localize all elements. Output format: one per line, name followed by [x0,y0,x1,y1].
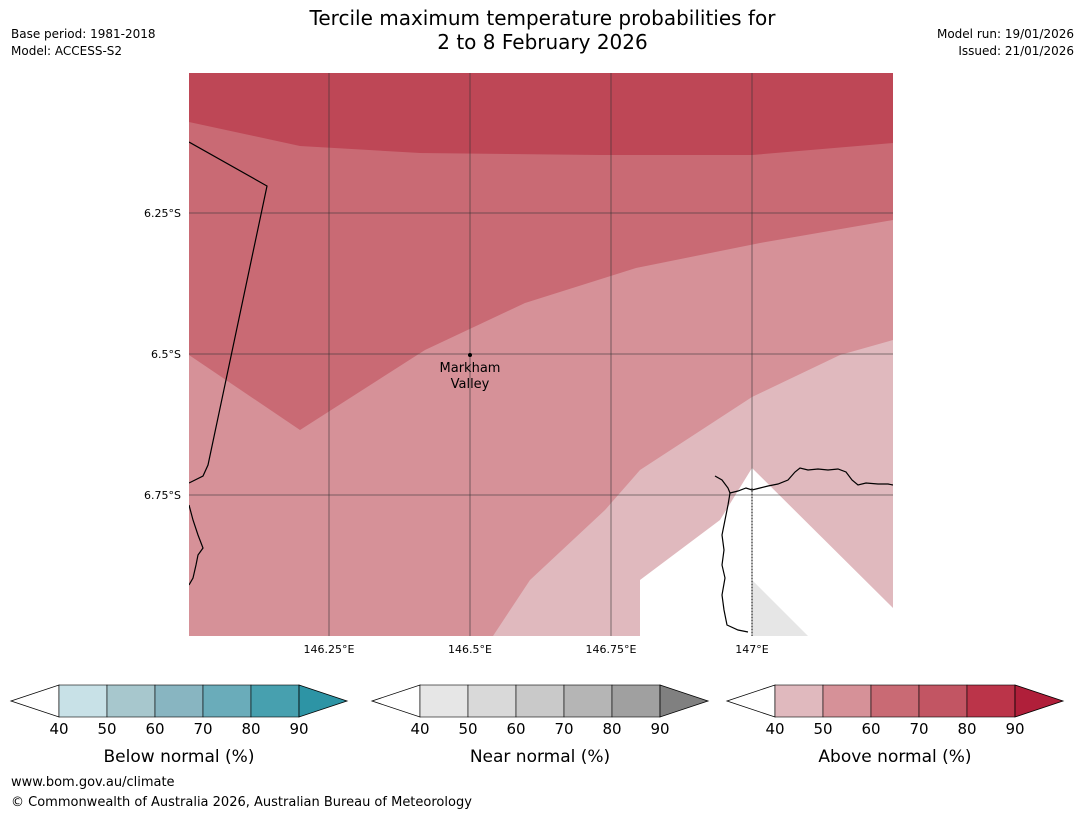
borders [189,141,893,636]
lat-label-6-5: 6.5°S [151,348,181,361]
issued-date: Issued: 21/01/2026 [958,44,1074,58]
base-period-info: Base period: 1981-2018 Model: ACCESS-S2 [11,26,156,60]
above-normal-legend: 40 50 60 70 80 90 Above normal (%) [725,684,1065,767]
lat-label-6-25: 6.25°S [144,207,181,220]
above-normal-swatch [870,684,920,718]
near-normal-tick-label: 60 [506,720,525,738]
below-normal-swatch [154,684,204,718]
map-area[interactable]: Markham Valley [189,73,893,636]
near-normal-tick-label: 80 [602,720,621,738]
near-normal-legend: 40 50 60 70 80 90 Near normal (%) [370,684,710,767]
coastline-east [714,467,893,494]
longitude-labels: 146.25°E 146.5°E 146.75°E 147°E [304,643,769,656]
map-title: Tercile maximum temperature probabilitie… [0,6,1085,54]
above-normal-tick-label: 90 [1005,720,1024,738]
below-normal-tick-label: 40 [49,720,68,738]
above-normal-tick-label: 50 [813,720,832,738]
lon-label-147: 147°E [735,643,768,656]
below-normal-tick-label: 50 [97,720,116,738]
zone-near-40-50 [752,580,808,636]
above-normal-swatch [774,684,824,718]
model-run-info: Model run: 19/01/2026 Issued: 21/01/2026 [937,26,1074,60]
above-normal-tick-label: 60 [861,720,880,738]
below-normal-legend: 40 50 60 70 80 90 Below normal (%) [9,684,349,767]
below-normal-swatch [106,684,156,718]
place-label-line-2: Valley [451,377,490,392]
footer-copyright: © Commonwealth of Australia 2026, Austra… [11,795,472,810]
title-line-1: Tercile maximum temperature probabilitie… [309,6,776,30]
near-normal-tick-label: 70 [554,720,573,738]
lon-label-146-25: 146.25°E [304,643,355,656]
footer-url[interactable]: www.bom.gov.au/climate [11,775,175,790]
near-normal-tick-label: 50 [458,720,477,738]
below-normal-upper-extend [298,684,349,718]
near-normal-swatch [467,684,517,718]
near-normal-swatch [611,684,661,718]
near-normal-legend-label: Near normal (%) [470,747,610,767]
zone-above-60-70 [189,73,893,430]
title-line-2: 2 to 8 February 2026 [437,30,648,54]
above-normal-tick-label: 80 [957,720,976,738]
above-normal-swatch [918,684,968,718]
below-normal-tick-label: 90 [289,720,308,738]
model-name: Model: ACCESS-S2 [11,44,123,58]
above-normal-tick-label: 40 [765,720,784,738]
below-normal-swatch [202,684,252,718]
lon-label-146-75: 146.75°E [586,643,637,656]
base-period: Base period: 1981-2018 [11,27,156,41]
near-normal-upper-extend [659,684,710,718]
coastline-east-inlet [721,492,749,633]
near-normal-tick-label: 90 [650,720,669,738]
near-normal-tick-label: 40 [410,720,429,738]
near-normal-swatch [563,684,613,718]
model-run-date: Model run: 19/01/2026 [936,27,1074,41]
above-normal-lower-extend [725,684,776,718]
legends: 40 50 60 70 80 90 Below normal (%) 40 50 60 70 80 90… [9,684,1065,767]
markham-valley-marker[interactable] [468,353,472,357]
below-normal-legend-label: Below normal (%) [104,747,255,767]
land-no-data [640,468,893,636]
below-normal-tick-label: 60 [145,720,164,738]
below-normal-swatch [58,684,108,718]
place-label-line-1: Markham [440,361,501,376]
above-normal-tick-label: 70 [909,720,928,738]
latitude-labels: 6.25°S 6.5°S 6.75°S [144,207,181,502]
coastline-west [189,504,204,586]
zone-above-70-80 [189,73,893,155]
below-normal-lower-extend [9,684,60,718]
near-normal-swatch [419,684,469,718]
near-normal-swatch [515,684,565,718]
lat-label-6-75: 6.75°S [144,489,181,502]
border-line [189,141,268,484]
below-normal-swatch [250,684,300,718]
near-normal-lower-extend [370,684,421,718]
below-normal-tick-label: 70 [193,720,212,738]
above-normal-swatch [966,684,1016,718]
above-normal-upper-extend [1014,684,1065,718]
below-normal-tick-label: 80 [241,720,260,738]
above-normal-legend-label: Above normal (%) [818,747,971,767]
above-normal-swatch [822,684,872,718]
lon-label-146-5: 146.5°E [448,643,492,656]
